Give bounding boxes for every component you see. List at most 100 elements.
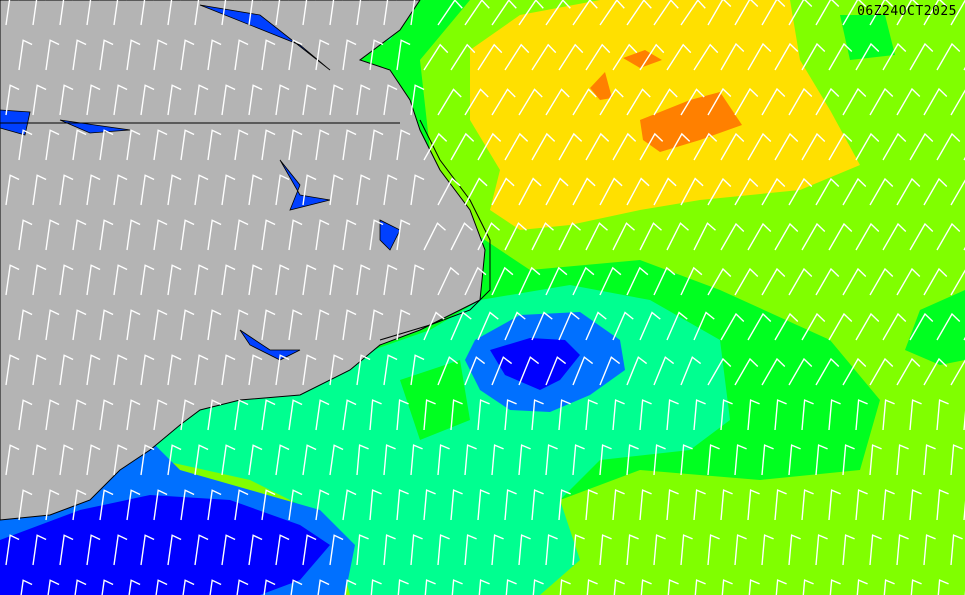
wind-barb-icon: [288, 489, 303, 521]
wind-barb-icon: [72, 129, 87, 161]
wind-barb-icon: [666, 43, 692, 71]
wind-barb-icon: [545, 266, 568, 296]
wind-barb-icon: [504, 222, 527, 251]
wind-barb-icon: [815, 0, 840, 26]
wind-barb-icon: [734, 87, 759, 116]
wind-barb-icon: [869, 87, 894, 116]
wind-barb-icon: [707, 534, 720, 566]
wind-barb-icon: [707, 444, 720, 476]
wind-barb-icon: [504, 132, 529, 161]
wind-barb-icon: [86, 84, 101, 116]
wind-barb-icon: [302, 0, 316, 26]
wind-barb-icon: [572, 88, 597, 116]
wind-barb-icon: [882, 489, 895, 521]
field-dark-blue-center: [490, 338, 580, 390]
wind-barb-icon: [950, 89, 965, 116]
wind-barb-icon: [329, 264, 344, 296]
wind-barb-icon: [72, 399, 87, 431]
wind-barb-icon: [329, 444, 344, 476]
wind-barb-icon: [369, 489, 382, 521]
wind-barb-icon: [491, 444, 504, 476]
wind-barb-icon: [369, 219, 384, 251]
wind-barb-icon: [639, 489, 652, 521]
wind-barb-icon: [572, 534, 585, 566]
wind-barb-icon: [626, 444, 639, 476]
wind-barb-icon: [599, 177, 623, 206]
wind-barb-icon: [261, 309, 276, 341]
wind-barb-icon: [464, 0, 490, 26]
wind-barb-icon: [275, 174, 290, 206]
wind-barb-icon: [86, 264, 101, 296]
wind-barb-icon: [464, 356, 486, 386]
wind-barb-icon: [707, 267, 732, 296]
wind-barb-icon: [383, 174, 398, 206]
wind-barb-icon: [5, 534, 20, 566]
wind-barb-icon: [721, 579, 733, 595]
wind-barb-icon: [234, 219, 249, 251]
wind-barb-icon: [113, 84, 128, 116]
wind-barb-icon: [693, 132, 718, 161]
wind-barb-icon: [329, 84, 344, 116]
wind-barb-icon: [128, 579, 141, 595]
wind-barb-icon: [194, 174, 209, 206]
wind-barb-icon: [221, 444, 236, 476]
wind-barb-icon: [640, 579, 652, 595]
wind-barb-icon: [207, 129, 222, 161]
wind-barb-icon: [423, 489, 436, 521]
wind-barb-icon: [113, 354, 128, 386]
wind-barb-icon: [47, 579, 60, 595]
wind-barb-icon: [209, 579, 222, 595]
wind-barb-icon: [518, 266, 541, 296]
wind-barb-icon: [734, 267, 759, 296]
wind-barb-icon: [383, 264, 398, 296]
wind-barb-icon: [18, 129, 33, 161]
wind-barb-icon: [680, 0, 706, 26]
wind-barb-icon: [558, 399, 571, 431]
wind-barb-icon: [356, 444, 369, 476]
wind-barb-icon: [599, 444, 612, 476]
wind-barb-icon: [599, 266, 622, 296]
wind-barb-icon: [207, 399, 222, 431]
wind-barb-icon: [437, 444, 450, 476]
wind-barb-icon: [572, 266, 595, 296]
wind-barb-icon: [531, 489, 544, 521]
wind-barb-icon: [720, 132, 745, 161]
wind-barb-icon: [450, 399, 463, 431]
wind-barb-icon: [477, 43, 503, 71]
wind-barb-icon: [950, 534, 963, 566]
wind-barb-icon: [923, 87, 948, 116]
wind-barb-icon: [491, 266, 514, 296]
wind-barb-icon: [234, 489, 249, 521]
wind-barb-icon: [32, 444, 47, 476]
wind-barb-icon: [653, 356, 675, 386]
wind-barb-icon: [221, 354, 236, 386]
wind-barb-icon: [558, 43, 584, 71]
wind-barb-icon: [491, 88, 516, 116]
wind-barb-icon: [396, 489, 409, 521]
wind-barb-icon: [423, 399, 436, 431]
wind-barb-icon: [410, 534, 423, 566]
wind-barb-icon: [5, 174, 20, 206]
wind-barb-icon: [572, 356, 594, 386]
wind-barb-icon: [545, 444, 558, 476]
wind-barb-icon: [288, 39, 303, 71]
wind-barb-icon: [734, 534, 747, 566]
wind-barb-icon: [936, 489, 949, 521]
wind-barb-icon: [369, 129, 384, 161]
wind-barb-icon: [194, 84, 209, 116]
wind-barb-icon: [342, 399, 357, 431]
wind-barb-icon: [896, 357, 921, 386]
wind-barb-icon: [167, 444, 182, 476]
wind-barb-icon: [45, 219, 60, 251]
wind-barb-icon: [747, 312, 772, 341]
outer-banks: [379, 119, 491, 341]
wind-barb-icon: [423, 132, 448, 161]
wind-barb-icon: [383, 534, 396, 566]
wind-barb-icon: [140, 354, 155, 386]
wind-barb-icon: [788, 0, 813, 26]
wind-barb-icon: [774, 312, 799, 341]
wind-barb-icon: [545, 0, 571, 26]
wind-barb-icon: [828, 399, 841, 431]
wind-barb-icon: [518, 177, 542, 206]
wind-barb-icon: [720, 42, 745, 71]
